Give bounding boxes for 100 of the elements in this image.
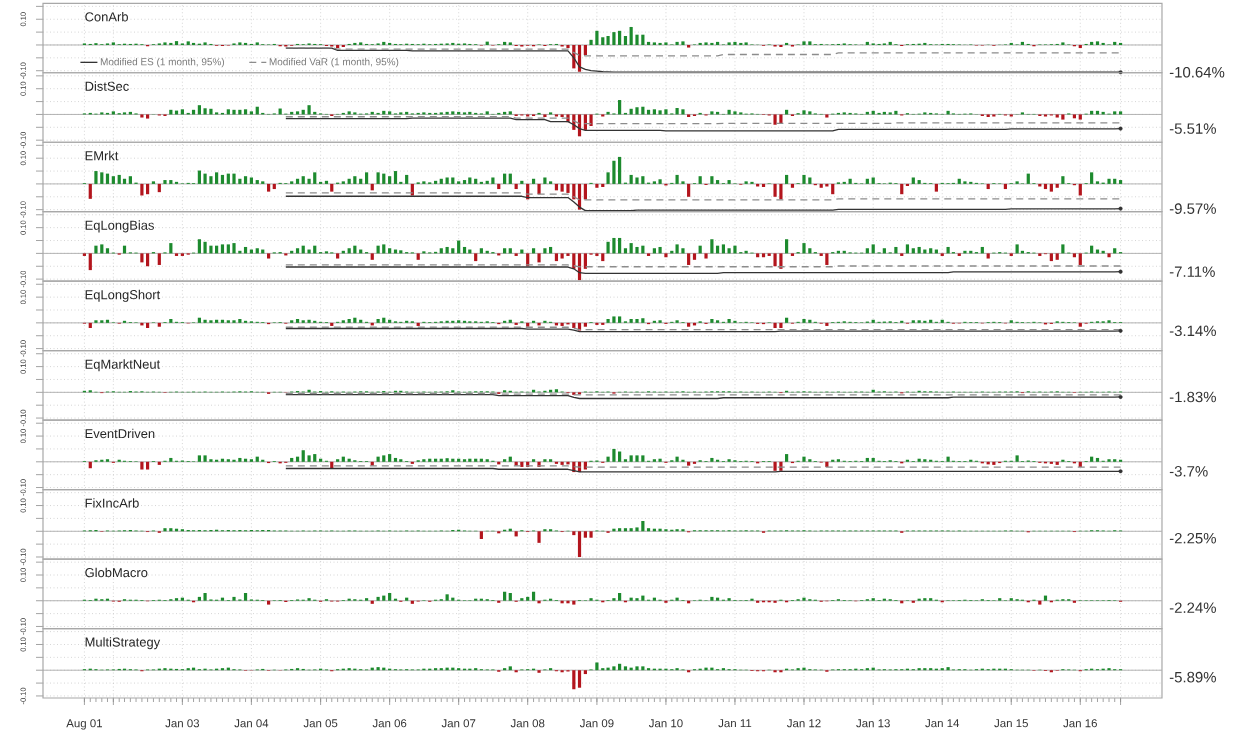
text: -5.89% <box>1169 671 1216 683</box>
bar <box>992 461 996 465</box>
bar <box>313 454 317 462</box>
bar <box>485 459 489 462</box>
bar <box>946 667 950 671</box>
bar <box>1095 41 1100 45</box>
bar <box>1061 244 1065 254</box>
bar <box>111 176 115 184</box>
x-tick-label: Jan 07 <box>441 719 476 728</box>
bar <box>261 181 265 184</box>
bar <box>290 320 294 323</box>
bar <box>514 531 518 537</box>
bar <box>675 597 679 601</box>
bar <box>773 670 777 673</box>
bar <box>635 598 639 601</box>
bar <box>543 114 547 118</box>
bar <box>220 244 225 254</box>
bar <box>215 172 219 184</box>
bar <box>180 109 184 115</box>
bar <box>635 319 639 323</box>
bar <box>508 42 512 45</box>
bar <box>704 253 708 259</box>
bar <box>1118 180 1123 184</box>
bar <box>986 253 990 259</box>
bar <box>1009 253 1013 256</box>
bar <box>215 319 219 323</box>
bar <box>986 183 990 190</box>
bar <box>606 35 610 45</box>
bar <box>503 248 507 254</box>
bar <box>618 30 622 45</box>
bar <box>773 600 777 603</box>
bar <box>503 41 507 45</box>
bar <box>393 457 398 462</box>
bar <box>1009 320 1013 323</box>
text: -9.57% <box>1169 203 1216 214</box>
bar <box>641 455 645 462</box>
bar <box>376 596 380 601</box>
bar <box>577 670 582 688</box>
bar <box>548 459 553 462</box>
bar <box>601 37 605 45</box>
bar <box>601 114 605 117</box>
bar <box>572 531 576 536</box>
bar <box>163 668 167 671</box>
bar <box>664 529 668 532</box>
bar <box>157 461 161 465</box>
bar <box>727 180 731 184</box>
bar <box>220 458 225 462</box>
bar <box>1043 183 1048 190</box>
bar <box>623 528 628 532</box>
bar <box>474 253 478 262</box>
bar <box>761 253 766 258</box>
bar <box>526 596 530 601</box>
bar <box>307 319 311 323</box>
bar <box>243 593 248 601</box>
bar <box>1009 114 1013 117</box>
bar <box>641 318 645 323</box>
bar <box>1078 461 1082 467</box>
bar <box>336 459 340 462</box>
bar <box>566 44 570 49</box>
bar <box>629 597 633 601</box>
bar <box>623 459 628 462</box>
bar <box>249 111 253 115</box>
bar <box>635 107 639 115</box>
bar <box>687 44 691 48</box>
text: -1.83% <box>1169 391 1216 403</box>
bar <box>894 246 898 254</box>
bar <box>618 451 622 462</box>
bar <box>750 181 754 184</box>
bar <box>1107 178 1111 184</box>
bar <box>554 114 559 117</box>
bar <box>295 178 300 184</box>
bar <box>905 244 910 254</box>
bar <box>687 114 691 118</box>
bar <box>1049 183 1053 192</box>
bar <box>727 459 731 462</box>
bar <box>675 41 679 45</box>
bar <box>612 666 616 671</box>
bar <box>825 114 829 118</box>
bar <box>1107 320 1111 323</box>
bar <box>445 177 449 184</box>
text: -2.25% <box>1169 532 1216 544</box>
bar <box>940 253 944 256</box>
bar <box>779 183 783 200</box>
bar <box>940 319 944 323</box>
bar <box>140 183 144 196</box>
bar <box>174 253 179 256</box>
bar <box>819 183 823 188</box>
bar <box>606 319 610 323</box>
bar <box>641 34 645 45</box>
bar <box>439 178 443 184</box>
bar <box>560 322 564 326</box>
bar <box>957 178 961 184</box>
bar <box>871 177 875 184</box>
bar <box>911 320 915 323</box>
bar <box>825 322 829 326</box>
bar <box>733 111 737 115</box>
bar <box>382 317 386 323</box>
bar <box>468 177 472 184</box>
bar <box>808 248 812 254</box>
bar <box>232 109 236 115</box>
